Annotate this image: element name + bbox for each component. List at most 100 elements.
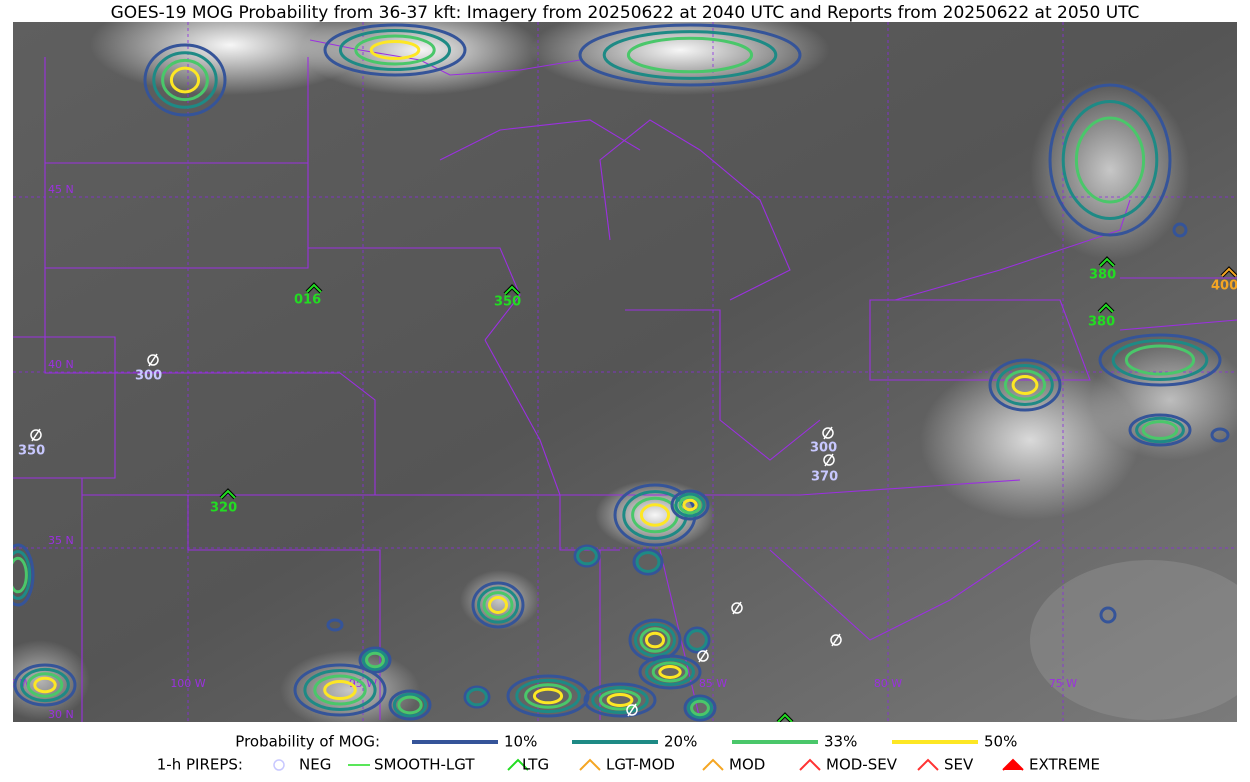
legend-label: 20% bbox=[664, 733, 697, 751]
lat-label: 45 N bbox=[48, 183, 74, 196]
contour bbox=[463, 685, 491, 709]
contour bbox=[645, 658, 695, 686]
contour bbox=[369, 40, 421, 60]
pireps: 016 350 300 350 320 300 370 380 380 400 340 bbox=[18, 256, 1237, 740]
legend-title: 1-h PIREPS: bbox=[157, 756, 243, 774]
contour bbox=[169, 66, 201, 94]
pirep-label: 350 bbox=[18, 444, 45, 459]
lon-label: 85 W bbox=[699, 677, 727, 690]
contour bbox=[358, 646, 392, 674]
pirep-label: 350 bbox=[494, 295, 521, 310]
pirep-label: 370 bbox=[811, 470, 838, 485]
boundaries bbox=[13, 39, 1237, 722]
legend-label: MOD bbox=[729, 756, 765, 774]
legend-symbol bbox=[507, 758, 529, 771]
contour bbox=[598, 689, 642, 711]
contour bbox=[639, 503, 671, 527]
pirep-label: 380 bbox=[1088, 315, 1115, 330]
contour bbox=[1061, 100, 1159, 220]
contour bbox=[1141, 420, 1179, 440]
contour bbox=[996, 364, 1054, 406]
contour bbox=[323, 680, 357, 700]
pirep-ltg bbox=[220, 489, 236, 499]
contour bbox=[583, 682, 657, 718]
contour bbox=[488, 596, 508, 614]
legend-symbol bbox=[1002, 758, 1024, 771]
contour bbox=[303, 669, 377, 711]
pirep-neg bbox=[627, 703, 637, 717]
pirep-neg bbox=[30, 429, 42, 441]
title: GOES-19 MOG Probability from 36-37 kft: … bbox=[111, 3, 1140, 23]
contour bbox=[524, 683, 572, 709]
contour bbox=[323, 23, 467, 77]
contour bbox=[33, 676, 57, 694]
contour bbox=[13, 663, 77, 707]
legend-symbol bbox=[917, 758, 939, 771]
legend-label: 10% bbox=[504, 733, 537, 751]
legend-symbol bbox=[273, 759, 285, 771]
legend-symbol bbox=[702, 758, 724, 771]
contour bbox=[686, 629, 708, 651]
legend-label: NEG bbox=[299, 756, 331, 774]
pirep-label: 300 bbox=[810, 441, 837, 456]
contour bbox=[626, 36, 754, 74]
contour bbox=[1011, 375, 1039, 395]
contour bbox=[1098, 333, 1222, 387]
pirep-neg bbox=[732, 601, 742, 615]
contour bbox=[506, 674, 590, 718]
contour bbox=[658, 665, 682, 679]
contour bbox=[161, 58, 209, 102]
contour bbox=[602, 30, 778, 80]
mog-contours bbox=[13, 23, 1230, 722]
lat-label: 35 N bbox=[48, 534, 74, 547]
pirep-neg bbox=[824, 453, 834, 467]
lat-label: 40 N bbox=[48, 358, 74, 371]
pirep-neg bbox=[31, 428, 41, 442]
pirep-label: 340 bbox=[767, 725, 794, 740]
contour bbox=[632, 548, 664, 576]
contour bbox=[293, 663, 387, 717]
pirep-neg bbox=[830, 634, 842, 646]
contour bbox=[466, 687, 488, 707]
contour bbox=[670, 489, 710, 521]
pirep-label: 300 bbox=[135, 369, 162, 384]
contour bbox=[13, 543, 35, 607]
legend-title: Probability of MOG: bbox=[235, 733, 380, 751]
pirep-ltg bbox=[1098, 303, 1114, 313]
lon-label: 100 W bbox=[170, 677, 205, 690]
contour bbox=[578, 23, 802, 87]
legend-label: 50% bbox=[984, 733, 1017, 751]
contour bbox=[628, 618, 682, 662]
legend-label: SEV bbox=[944, 756, 974, 774]
contour bbox=[678, 495, 702, 515]
contour bbox=[591, 686, 649, 714]
contour bbox=[365, 651, 385, 669]
contour bbox=[1099, 606, 1117, 624]
contour bbox=[635, 551, 661, 573]
contour bbox=[606, 693, 634, 707]
contour bbox=[674, 492, 706, 518]
lon-label: 80 W bbox=[874, 677, 902, 690]
pirep-neg bbox=[823, 426, 833, 440]
contour bbox=[638, 654, 702, 690]
contour bbox=[326, 618, 344, 632]
contour bbox=[13, 556, 28, 594]
contour bbox=[645, 631, 665, 649]
contour bbox=[143, 43, 227, 117]
pirep-neg bbox=[731, 602, 743, 614]
contour bbox=[20, 667, 70, 703]
legend: Probability of MOG: 10% 20% 33% 50% 1-h PIREP… bbox=[157, 733, 1100, 774]
contour bbox=[683, 626, 711, 654]
contour bbox=[1111, 339, 1209, 381]
contour bbox=[13, 550, 32, 600]
contour bbox=[690, 699, 710, 717]
contour bbox=[392, 692, 428, 718]
pirep-mod bbox=[1221, 267, 1237, 277]
pirep-ltg bbox=[504, 285, 520, 295]
contour bbox=[152, 51, 218, 109]
contour bbox=[573, 544, 601, 568]
contour bbox=[682, 498, 698, 512]
contour bbox=[313, 674, 367, 706]
